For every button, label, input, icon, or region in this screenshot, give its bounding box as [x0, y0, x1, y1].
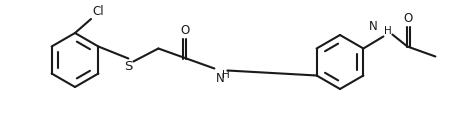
Text: N: N [369, 21, 377, 33]
Text: Cl: Cl [92, 5, 104, 18]
Text: N: N [215, 72, 224, 84]
Text: H: H [384, 26, 392, 36]
Text: O: O [404, 12, 413, 24]
Text: H: H [223, 69, 230, 79]
Text: S: S [124, 60, 132, 72]
Text: O: O [181, 24, 190, 36]
